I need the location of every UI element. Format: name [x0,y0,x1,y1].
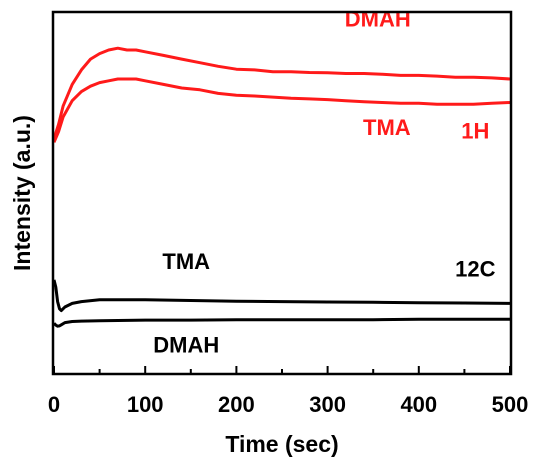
series-line-1 [52,46,511,140]
series-line-4 [52,317,510,328]
annotation-tma: TMA [363,115,411,140]
plot-frame [51,10,513,376]
x-tick-label: 300 [309,392,346,417]
series-line-3 [52,279,511,313]
x-tick-label: 400 [400,392,437,417]
x-axis-title: Time (sec) [225,431,338,457]
x-tick-label: 0 [48,392,60,417]
annotations-layer: DMAH TMA 1H TMA 12C DMAH [153,6,495,357]
y-axis-title: Intensity (a.u.) [9,115,35,271]
series-layer [52,46,511,328]
x-tick-label: 500 [492,392,529,417]
x-axis-ticks: 0 100 200 300 400 500 [48,366,528,417]
annotation-dmah: DMAH [153,332,219,357]
x-tick-label: 200 [218,392,255,417]
annotation-1h: 1H [461,119,489,144]
annotation-12c: 12C [455,256,495,281]
series-line-2 [52,77,511,143]
annotation-tma: TMA [162,249,210,274]
annotation-dmah: DMAH [345,6,411,31]
x-tick-label: 100 [127,392,164,417]
